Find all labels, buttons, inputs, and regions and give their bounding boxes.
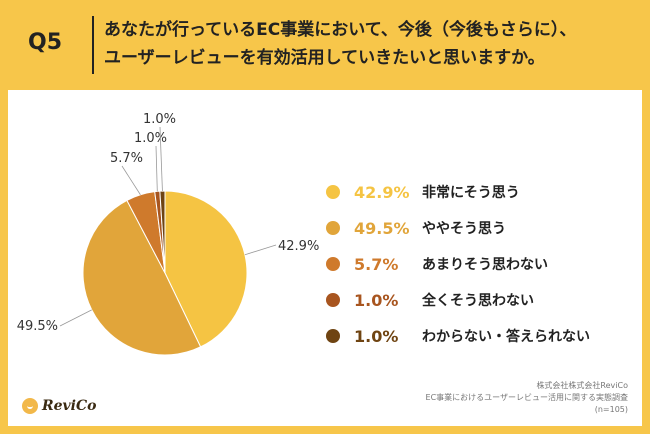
question-number: Q5 [28,30,63,55]
leader-line [121,165,141,195]
header: Q5 あなたが行っているEC事業において、今後（今後もさらに）、 ユーザーレビュ… [0,0,650,88]
footer: 株式会社株式会社ReviCo EC事業におけるユーザーレビュー活用に関する実態調… [426,380,628,416]
chart-card: 42.9% 49.5% 5.7% 1.0% 1.0% 42.9% 非常にそう思う 49.5%… [8,90,642,426]
footer-sample: (n=105) [594,405,628,414]
legend-swatch [326,185,340,199]
data-label: 42.9% [278,239,319,254]
data-label: 5.7% [110,151,143,166]
data-label: 1.0% [143,112,176,127]
legend-value: 49.5% [354,218,410,238]
legend: 42.9% 非常にそう思う 49.5% ややそう思う 5.7% あまりそう思わない 1.0%… [326,174,590,354]
leader-line [159,126,163,192]
legend-value: 5.7% [354,254,399,274]
legend-item: 42.9% 非常にそう思う [326,174,590,210]
legend-label: ややそう思う [422,221,506,237]
legend-item: 49.5% ややそう思う [326,210,590,246]
pie-chart: 42.9% 49.5% 5.7% 1.0% 1.0% [17,112,319,356]
footer-survey: EC事業におけるユーザーレビュー活用に関する実態調査 [425,393,628,402]
legend-label: わからない・答えられない [422,329,590,345]
logo-mark-icon [22,398,38,414]
legend-value: 1.0% [354,290,399,310]
legend-label: あまりそう思わない [422,257,548,273]
pie-slice [82,199,202,356]
question-line-1: あなたが行っているEC事業において、今後（今後もさらに）、 [104,20,577,40]
leader-line [155,145,158,192]
legend-swatch [326,329,340,343]
legend-item: 1.0% わからない・答えられない [326,318,590,354]
legend-label: 非常にそう思う [422,185,520,201]
footer-company: 株式会社株式会社ReviCo [536,381,628,390]
data-label: 49.5% [17,319,58,334]
divider [92,16,94,74]
logo: ReviCo [22,398,96,414]
legend-swatch [326,293,340,307]
leader-line [59,309,92,327]
legend-label: 全くそう思わない [422,293,534,309]
legend-item: 5.7% あまりそう思わない [326,246,590,282]
legend-swatch [326,257,340,271]
logo-text: ReviCo [42,398,97,414]
legend-value: 42.9% [354,182,410,202]
legend-value: 1.0% [354,326,399,346]
question-text: あなたが行っているEC事業において、今後（今後もさらに）、 ユーザーレビューを有… [104,16,640,72]
data-label: 1.0% [134,131,167,146]
legend-swatch [326,221,340,235]
pie-slice [164,190,248,348]
question-line-2: ユーザーレビューを有効活用していきたいと思いますか。 [104,48,545,68]
legend-item: 1.0% 全くそう思わない [326,282,590,318]
leader-line [244,244,277,256]
